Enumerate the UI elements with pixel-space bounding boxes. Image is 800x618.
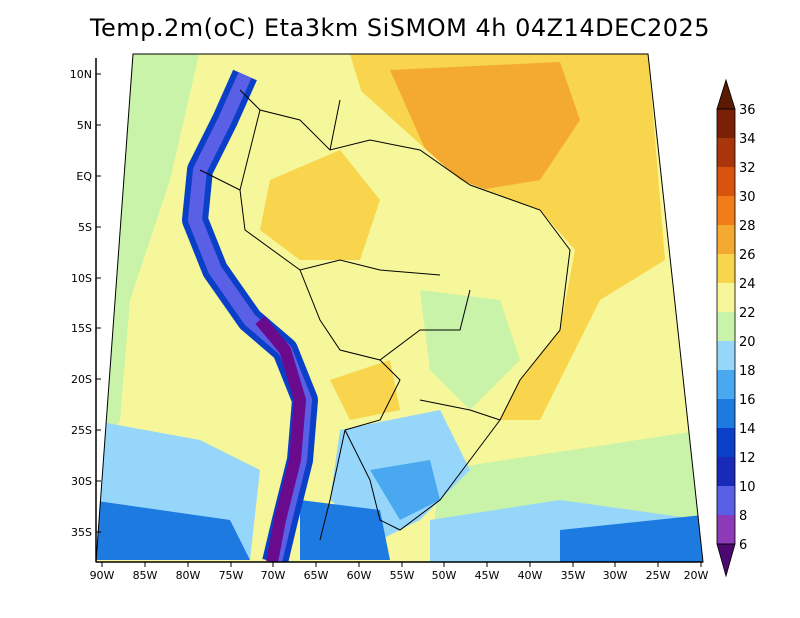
lon-label: 25W [646, 569, 671, 582]
colorbar-label: 16 [739, 393, 756, 408]
colorbar-label: 26 [739, 248, 756, 263]
colorbar-label: 10 [739, 480, 756, 495]
lon-label: 65W [304, 569, 329, 582]
lat-label: EQ [76, 170, 92, 183]
colorbar-swatch [717, 486, 735, 515]
colorbar-swatch [717, 428, 735, 457]
colorbar: 36 34 32 30 28 26 24 22 20 18 16 14 12 1… [716, 78, 756, 578]
colorbar-swatch [717, 254, 735, 283]
colorbar-swatch [717, 283, 735, 312]
lon-label: 45W [475, 569, 500, 582]
lon-label: 20W [684, 569, 709, 582]
lon-axis: 90W 85W 80W 75W 70W 65W 60W 55W 50W 45W … [90, 562, 709, 582]
colorbar-bottom-arrow [716, 543, 736, 578]
colorbar-label: 8 [739, 509, 747, 524]
colorbar-top-arrow [716, 78, 736, 110]
lon-label: 30W [603, 569, 628, 582]
colorbar-label: 14 [739, 422, 756, 437]
lat-label: 15S [71, 322, 92, 335]
colorbar-label: 24 [739, 277, 756, 292]
colorbar-label: 22 [739, 306, 756, 321]
colorbar-swatch [717, 341, 735, 370]
temperature-field [96, 54, 703, 562]
lat-axis: 10N 5N EQ 5S 10S 15S 20S 25S 30S 35S [70, 68, 101, 539]
lat-label: 30S [71, 475, 92, 488]
colorbar-swatch [717, 225, 735, 254]
lon-label: 60W [347, 569, 372, 582]
colorbar-swatch [717, 312, 735, 341]
lon-label: 55W [390, 569, 415, 582]
lat-label: 5S [78, 221, 92, 234]
colorbar-swatch [717, 138, 735, 167]
colorbar-label: 18 [739, 364, 756, 379]
lat-label: 10S [71, 272, 92, 285]
lon-label: 75W [219, 569, 244, 582]
lon-label: 35W [561, 569, 586, 582]
colorbar-swatch [717, 399, 735, 428]
lat-label: 5N [77, 119, 92, 132]
colorbar-label: 36 [739, 103, 756, 118]
lat-label: 10N [70, 68, 92, 81]
lon-label: 85W [133, 569, 158, 582]
lat-label: 35S [71, 526, 92, 539]
colorbar-label: 34 [739, 132, 756, 147]
lon-label: 50W [432, 569, 457, 582]
lon-label: 40W [518, 569, 543, 582]
map-title: Temp.2m(oC) Eta3km SiSMOM 4h 04Z14DEC202… [89, 14, 711, 42]
colorbar-swatch [717, 370, 735, 399]
lat-label: 20S [71, 373, 92, 386]
lon-label: 80W [176, 569, 201, 582]
colorbar-label: 6 [739, 538, 747, 553]
colorbar-label: 30 [739, 190, 756, 205]
lat-label: 25S [71, 424, 92, 437]
colorbar-swatch [717, 109, 735, 138]
colorbar-swatch [717, 515, 735, 544]
colorbar-label: 20 [739, 335, 756, 350]
colorbar-swatch [717, 196, 735, 225]
colorbar-swatch [717, 457, 735, 486]
colorbar-label: 32 [739, 161, 756, 176]
colorbar-swatch [717, 167, 735, 196]
lon-label: 90W [90, 569, 115, 582]
lon-label: 70W [261, 569, 286, 582]
colorbar-label: 12 [739, 451, 756, 466]
colorbar-label: 28 [739, 219, 756, 234]
